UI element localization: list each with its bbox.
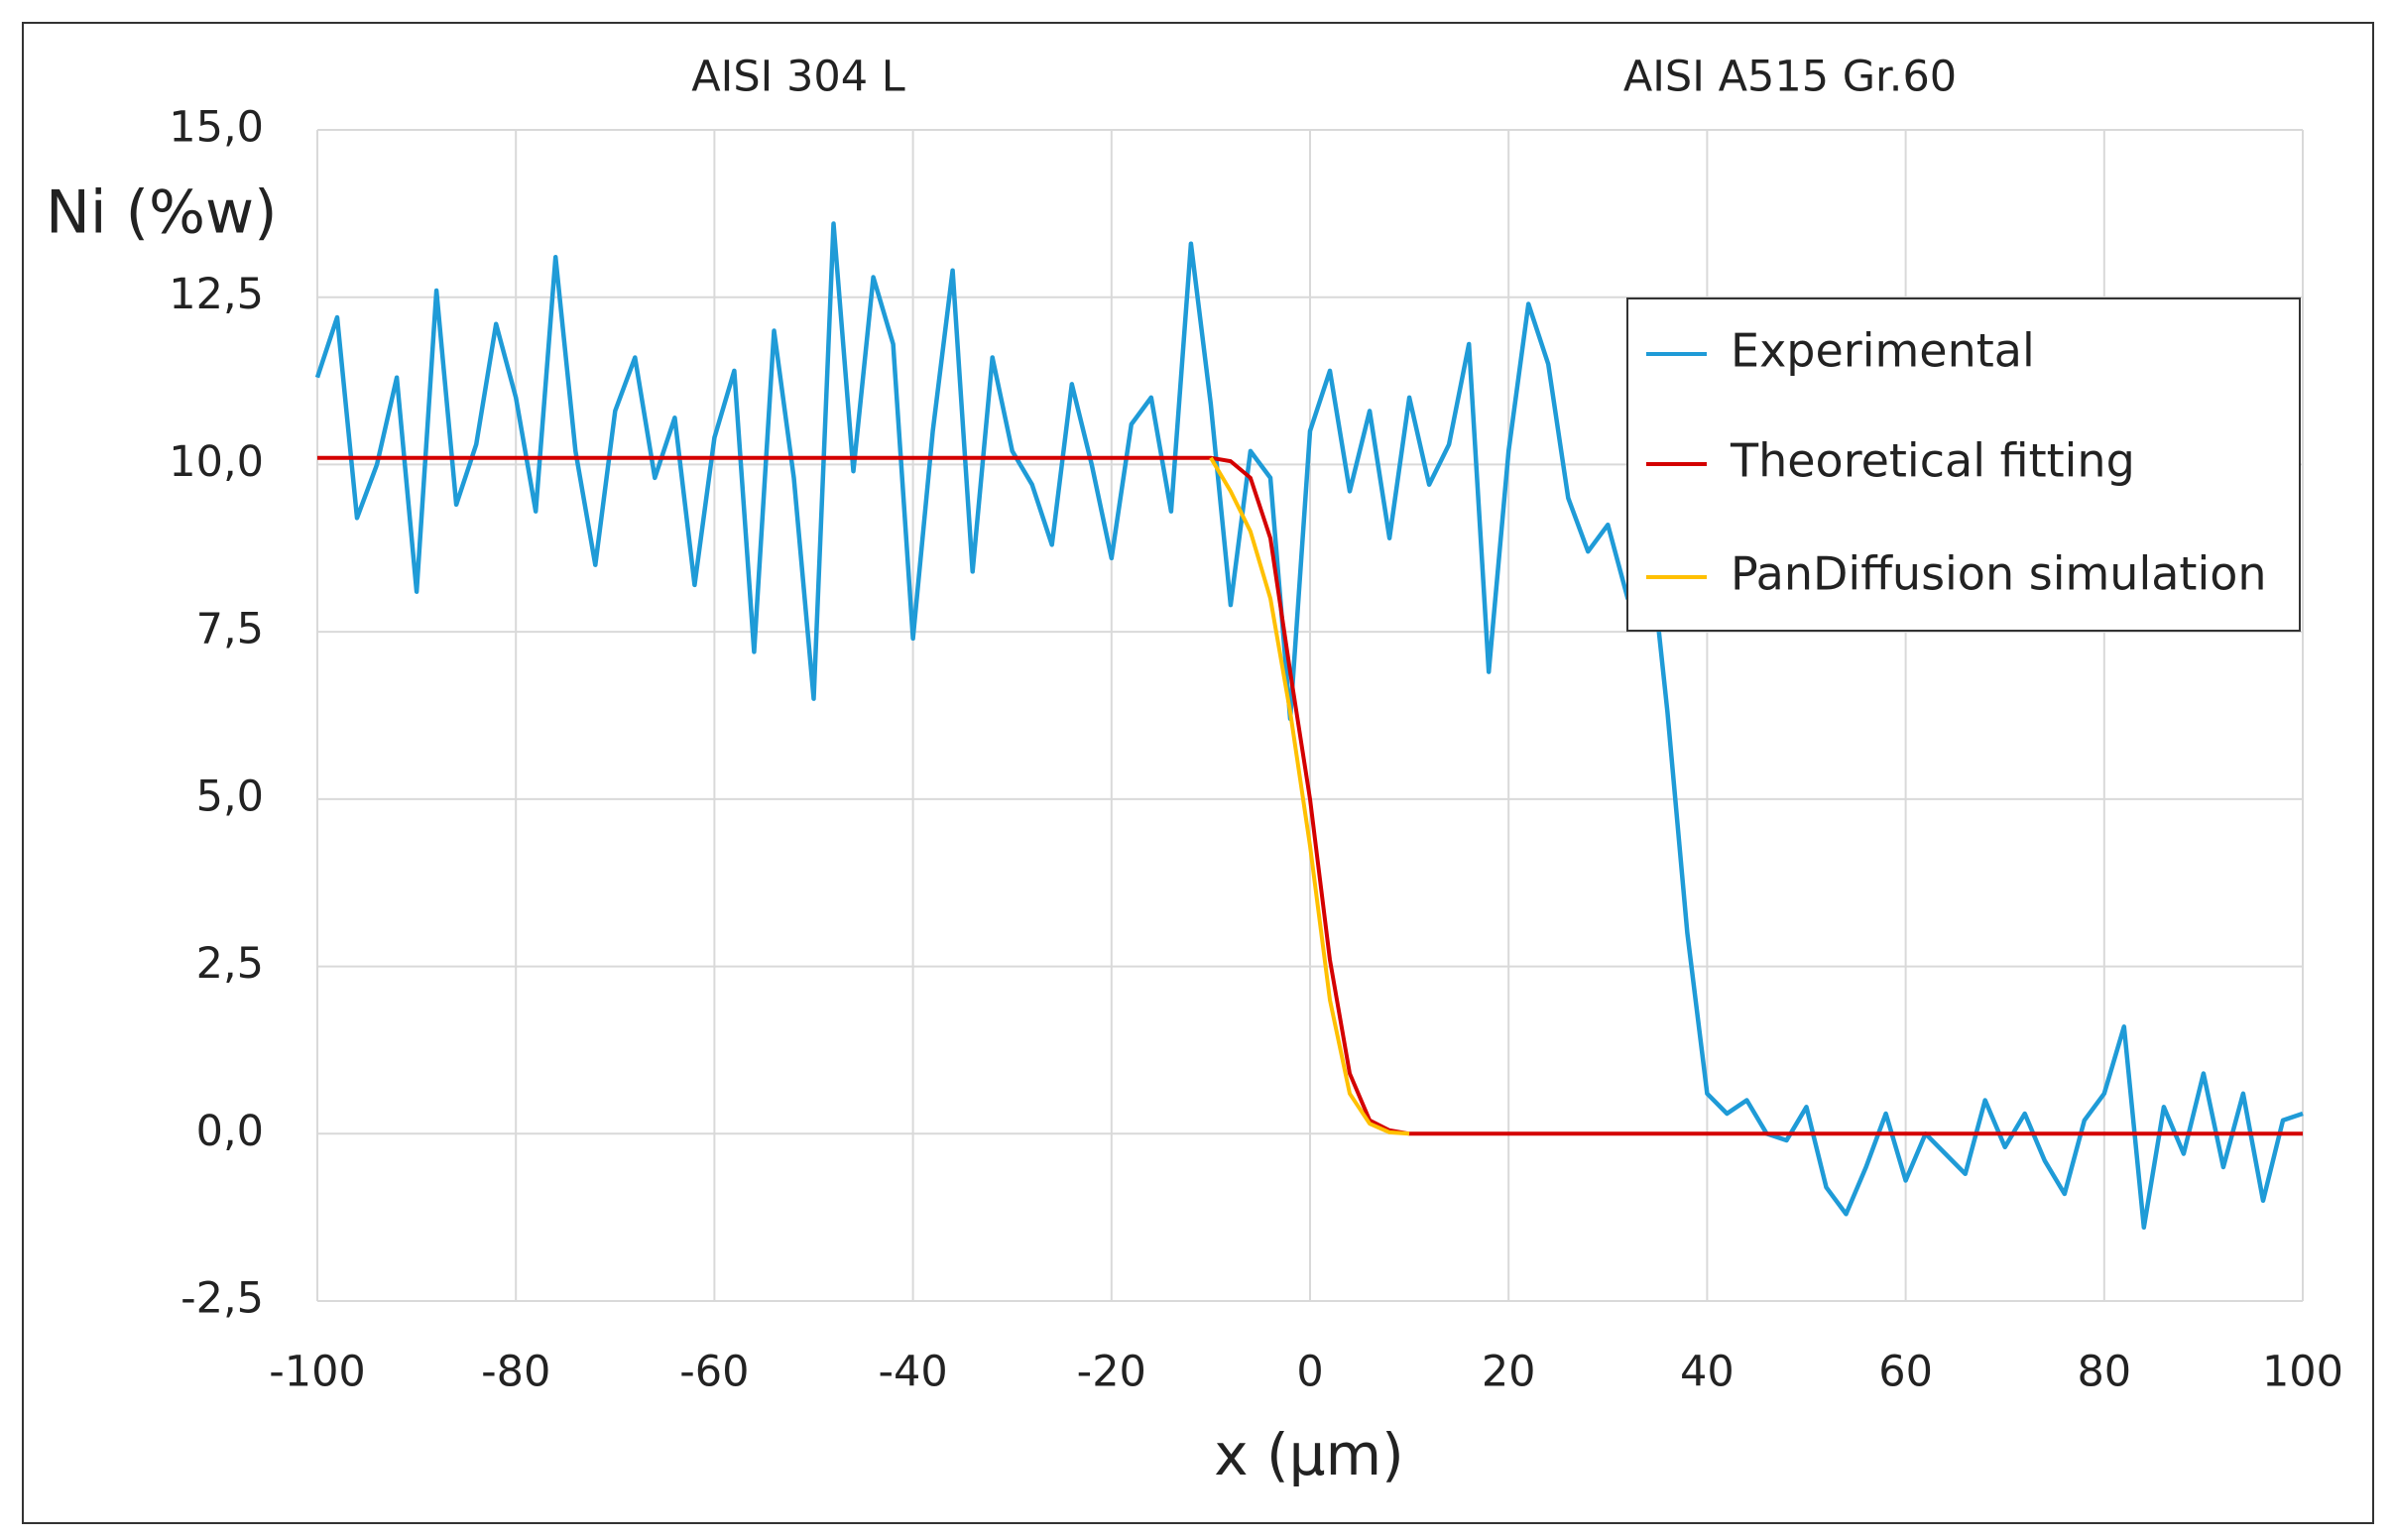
- y-tick-label: 10,0: [169, 437, 264, 487]
- annotation: AISI A515 Gr.60: [1623, 53, 1957, 102]
- x-tick-label: 80: [2077, 1348, 2131, 1397]
- x-tick-label: 0: [1296, 1348, 1323, 1397]
- y-tick-label: -2,5: [180, 1274, 264, 1324]
- x-tick-label: 20: [1482, 1348, 1536, 1397]
- x-tick-label: -80: [481, 1348, 550, 1397]
- y-tick-label: 0,0: [196, 1107, 264, 1156]
- x-tick-label: -60: [679, 1348, 749, 1397]
- x-tick-label: -100: [269, 1348, 366, 1397]
- data-line: [314, 221, 2304, 1231]
- legend-label: Theoretical fitting: [1730, 434, 2135, 488]
- chart-frame: [22, 22, 2374, 1524]
- legend-box: [1626, 297, 2301, 632]
- y-axis-label: Ni (%w): [46, 178, 278, 248]
- y-tick-label: 7,5: [196, 605, 264, 654]
- x-tick-label: 100: [2262, 1348, 2343, 1397]
- x-tick-label: 40: [1680, 1348, 1735, 1397]
- legend-label: PanDiffusion simulation: [1731, 547, 2267, 601]
- y-tick-label: 15,0: [169, 103, 264, 153]
- x-tick-label: 60: [1878, 1348, 1933, 1397]
- y-tick-label: 5,0: [196, 771, 264, 821]
- data-line: [1209, 456, 1410, 1136]
- annotation: AISI 304 L: [691, 53, 904, 102]
- y-tick-label: 12,5: [169, 270, 264, 319]
- x-tick-label: -40: [878, 1348, 947, 1397]
- x-axis-label: x (μm): [1214, 1421, 1403, 1488]
- x-tick-label: -20: [1077, 1348, 1146, 1397]
- y-tick-label: 2,5: [196, 939, 264, 989]
- legend-label: Experimental: [1731, 324, 2035, 378]
